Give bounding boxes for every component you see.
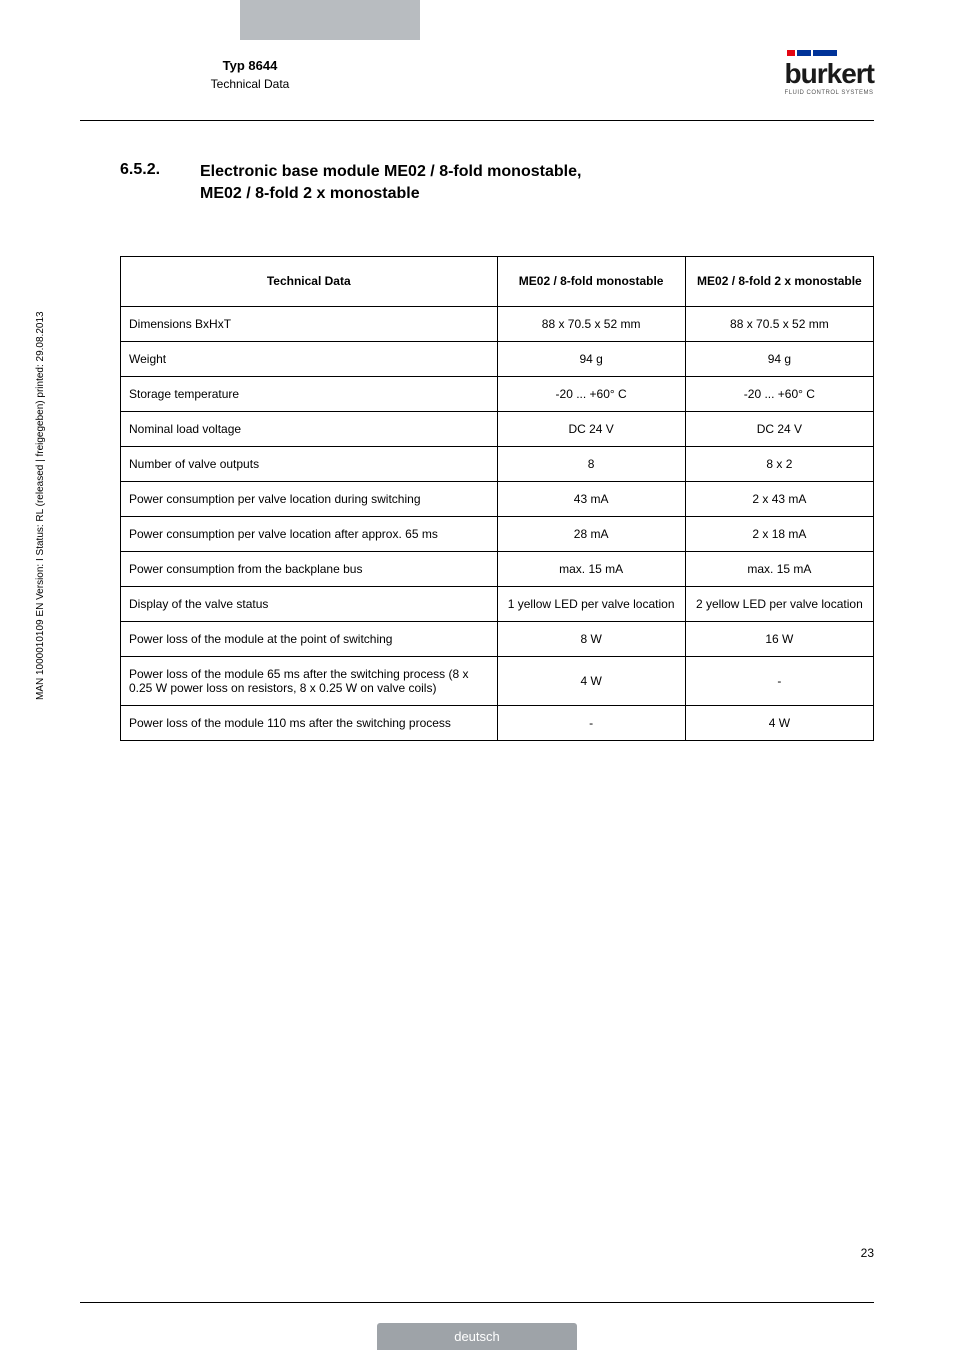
table-cell-label: Dimensions BxHxT [121,306,498,341]
page-content: 6.5.2. Electronic base module ME02 / 8-f… [0,121,954,741]
table-row: Nominal load voltageDC 24 VDC 24 V [121,411,874,446]
logo-bar-2 [797,50,811,56]
table-cell-label: Storage temperature [121,376,498,411]
table-cell-label: Power consumption per valve location aft… [121,516,498,551]
table-cell-c1: max. 15 mA [497,551,685,586]
header-gray-tab [240,0,420,40]
table-cell-label: Number of valve outputs [121,446,498,481]
table-cell-c1: 88 x 70.5 x 52 mm [497,306,685,341]
table-row: Storage temperature-20 ... +60° C-20 ...… [121,376,874,411]
page-footer: deutsch [0,1302,954,1350]
doc-title-block: Typ 8644 Technical Data [170,58,330,91]
table-cell-c2: - [685,656,873,705]
table-cell-c2: 4 W [685,705,873,740]
table-row: Power consumption per valve location dur… [121,481,874,516]
section-title: Electronic base module ME02 / 8-fold mon… [200,161,581,206]
technical-data-table: Technical Data ME02 / 8-fold monostable … [120,256,874,741]
logo-text: burkert [785,60,874,88]
table-cell-c1: 8 W [497,621,685,656]
table-row: Power loss of the module 110 ms after th… [121,705,874,740]
doc-title-sub: Technical Data [170,77,330,91]
table-cell-label: Power consumption per valve location dur… [121,481,498,516]
table-cell-c1: 43 mA [497,481,685,516]
table-row: Number of valve outputs88 x 2 [121,446,874,481]
table-cell-c2: 2 x 43 mA [685,481,873,516]
section-title-line1: Electronic base module ME02 / 8-fold mon… [200,163,581,180]
table-header-row: Technical Data ME02 / 8-fold monostable … [121,256,874,306]
table-cell-c1: 8 [497,446,685,481]
table-cell-label: Power loss of the module 65 ms after the… [121,656,498,705]
table-row: Power loss of the module 65 ms after the… [121,656,874,705]
table-row: Display of the valve status1 yellow LED … [121,586,874,621]
section-title-line2: ME02 / 8-fold 2 x monostable [200,185,420,202]
page-number: 23 [861,1246,874,1260]
table-cell-c2: 94 g [685,341,873,376]
table-cell-label: Power consumption from the backplane bus [121,551,498,586]
table-cell-c2: 88 x 70.5 x 52 mm [685,306,873,341]
table-cell-c1: 28 mA [497,516,685,551]
table-cell-c2: 16 W [685,621,873,656]
table-cell-c1: - [497,705,685,740]
table-cell-c1: 94 g [497,341,685,376]
table-cell-c2: DC 24 V [685,411,873,446]
table-cell-c2: 2 x 18 mA [685,516,873,551]
table-header-0: Technical Data [121,256,498,306]
table-cell-label: Power loss of the module at the point of… [121,621,498,656]
section-heading: 6.5.2. Electronic base module ME02 / 8-f… [120,161,874,206]
table-cell-c2: 2 yellow LED per valve location [685,586,873,621]
table-row: Power consumption per valve location aft… [121,516,874,551]
table-cell-c1: 4 W [497,656,685,705]
table-cell-label: Display of the valve status [121,586,498,621]
table-body: Dimensions BxHxT88 x 70.5 x 52 mm88 x 70… [121,306,874,740]
table-row: Dimensions BxHxT88 x 70.5 x 52 mm88 x 70… [121,306,874,341]
doc-title-main: Typ 8644 [170,58,330,73]
table-header-1: ME02 / 8-fold monostable [497,256,685,306]
table-cell-label: Nominal load voltage [121,411,498,446]
table-row: Weight94 g94 g [121,341,874,376]
table-cell-c2: -20 ... +60° C [685,376,873,411]
brand-logo: burkert FLUID CONTROL SYSTEMS [785,50,874,96]
footer-language-tab: deutsch [377,1323,577,1350]
logo-bar-3 [813,50,837,56]
table-cell-c2: 8 x 2 [685,446,873,481]
table-row: Power loss of the module at the point of… [121,621,874,656]
logo-tagline: FLUID CONTROL SYSTEMS [785,90,874,96]
table-cell-c2: max. 15 mA [685,551,873,586]
logo-bars [787,50,874,56]
table-header-2: ME02 / 8-fold 2 x monostable [685,256,873,306]
page-header: Typ 8644 Technical Data burkert FLUID CO… [0,0,954,120]
table-cell-label: Weight [121,341,498,376]
footer-rule [80,1302,874,1303]
table-cell-c1: DC 24 V [497,411,685,446]
table-cell-c1: 1 yellow LED per valve location [497,586,685,621]
table-cell-label: Power loss of the module 110 ms after th… [121,705,498,740]
side-metadata-text: MAN 1000010109 EN Version: I Status: RL … [35,311,46,700]
table-cell-c1: -20 ... +60° C [497,376,685,411]
table-row: Power consumption from the backplane bus… [121,551,874,586]
logo-bar-1 [787,50,795,56]
section-number: 6.5.2. [120,161,200,206]
